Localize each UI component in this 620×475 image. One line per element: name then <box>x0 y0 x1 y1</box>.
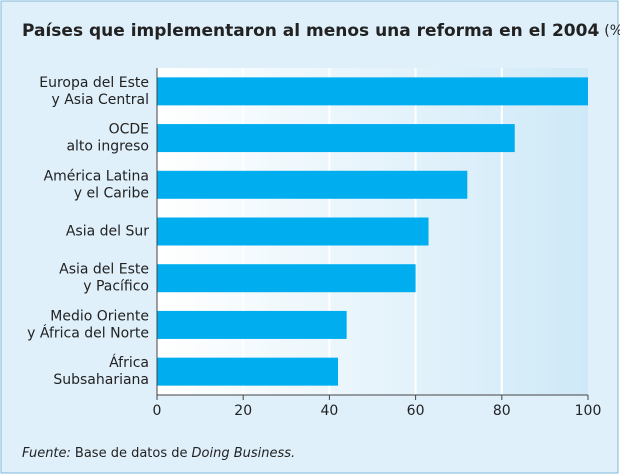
y-tick-label: Asia del Este y Pacífico <box>59 262 149 295</box>
y-tick-label-line: Asia del Sur <box>66 224 149 240</box>
y-tick-label-line: y África del Norte <box>27 324 149 341</box>
source-italic: Doing Business. <box>192 446 296 461</box>
x-tick-label: 0 <box>153 403 162 419</box>
title-unit: (%) <box>604 23 620 39</box>
y-tick-label: África Subsahariana <box>53 354 149 388</box>
x-tick-label: 60 <box>407 403 425 419</box>
y-tick-label-line: alto ingreso <box>66 139 149 155</box>
y-tick-label-line: y Pacífico <box>83 279 149 295</box>
y-tick-label-line: América Latina <box>44 168 149 184</box>
bar <box>157 357 339 386</box>
y-tick-label: Asia del Sur <box>66 224 149 240</box>
bar <box>157 264 416 293</box>
bar <box>157 217 429 246</box>
y-tick-label-line: OCDE <box>109 122 149 138</box>
y-tick-label-line: Subsahariana <box>53 372 149 388</box>
bar <box>157 124 515 153</box>
bar <box>157 77 588 106</box>
y-tick-label-line: África <box>109 354 149 371</box>
y-tick-label: Medio Oriente y África del Norte <box>27 308 149 341</box>
y-tick-label: Europa del Este y Asia Central <box>39 75 149 108</box>
y-tick-label-line: y Asia Central <box>51 92 149 108</box>
y-tick-label: OCDE alto ingreso <box>66 122 149 155</box>
x-tick-label: 40 <box>320 403 338 419</box>
chart-title: Países que implementaron al menos una re… <box>22 21 620 41</box>
title-text: Países que implementaron al menos una re… <box>22 21 599 41</box>
y-tick-label-line: Asia del Este <box>59 262 149 278</box>
y-tick-label-line: y el Caribe <box>74 185 149 201</box>
bar <box>157 310 347 339</box>
source: Fuente: Base de datos de Doing Business. <box>22 446 295 461</box>
x-tick-label: 80 <box>493 403 511 419</box>
x-tick-label: 100 <box>575 403 602 419</box>
y-tick-label-line: Medio Oriente <box>50 308 149 324</box>
source-label: Fuente: <box>22 446 71 461</box>
bar <box>157 170 468 199</box>
source-text: Base de datos de <box>75 446 188 461</box>
y-tick-label-line: Europa del Este <box>39 75 149 91</box>
y-tick-label: América Latina y el Caribe <box>44 168 149 201</box>
x-tick-label: 20 <box>234 403 252 419</box>
